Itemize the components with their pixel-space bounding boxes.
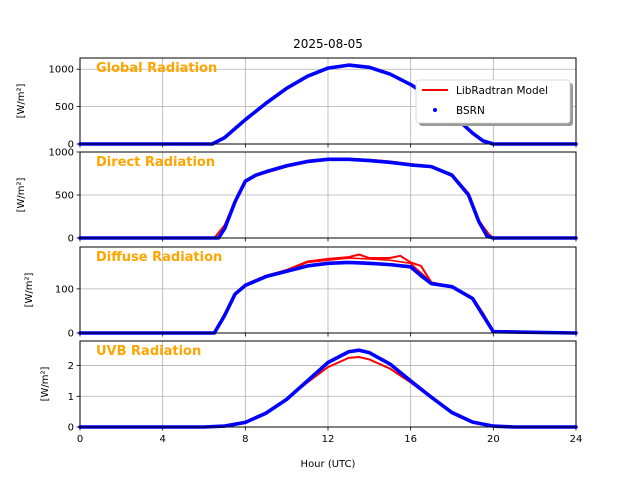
x-tick-label: 0 — [77, 434, 83, 445]
y-axis-label: [W/m²] — [40, 366, 51, 401]
x-tick-label: 20 — [487, 434, 500, 445]
x-tick-label: 24 — [570, 434, 583, 445]
panel-2: 0 500 1000 Direct Radiation [W/m²] — [16, 148, 578, 245]
y-tick-label: 1000 — [49, 148, 74, 159]
legend-box — [415, 79, 571, 124]
bsrn-line — [78, 63, 578, 146]
y-tick-label: 0 — [68, 423, 74, 434]
figure-title: 2025-08-05 — [293, 37, 363, 51]
x-tick-label: 12 — [322, 434, 335, 445]
y-axis-label: [W/m²] — [24, 272, 35, 307]
y-tick-label: 100 — [55, 284, 74, 295]
bsrn-line — [78, 348, 578, 429]
panel-3: 0 100 Diffuse Radiation [W/m²] — [24, 246, 578, 340]
y-tick-label: 500 — [55, 191, 74, 202]
panel-1: 0 500 1000 Global Radiation [W/m²] — [16, 57, 578, 151]
panel-title: Global Radiation — [96, 61, 217, 76]
legend-swatch-dot — [433, 108, 437, 112]
panel-title: Direct Radiation — [96, 155, 215, 170]
y-axis-label: [W/m²] — [16, 83, 27, 118]
x-tick-label: 8 — [242, 434, 248, 445]
y-tick-label: 2 — [68, 361, 74, 372]
y-tick-label: 0 — [68, 234, 74, 245]
y-axis-label: [W/m²] — [16, 177, 27, 212]
y-tick-label: 1 — [68, 392, 74, 403]
legend-label: BSRN — [456, 105, 485, 117]
bsrn-line — [78, 157, 578, 240]
y-tick-label: 0 — [68, 329, 74, 340]
x-axis-label: Hour (UTC) — [301, 459, 356, 470]
legend-label: LibRadtran Model — [456, 85, 548, 97]
y-tick-label: 1000 — [49, 65, 74, 76]
y-tick-label: 500 — [55, 102, 74, 113]
x-tick-label: 16 — [404, 434, 417, 445]
legend: LibRadtran Model BSRN — [415, 79, 573, 126]
panel-title: UVB Radiation — [96, 344, 201, 359]
panel-title: Diffuse Radiation — [96, 250, 222, 265]
x-tick-label: 4 — [159, 434, 165, 445]
bsrn-line — [78, 260, 578, 335]
y-tick-label: 0 — [68, 140, 74, 151]
